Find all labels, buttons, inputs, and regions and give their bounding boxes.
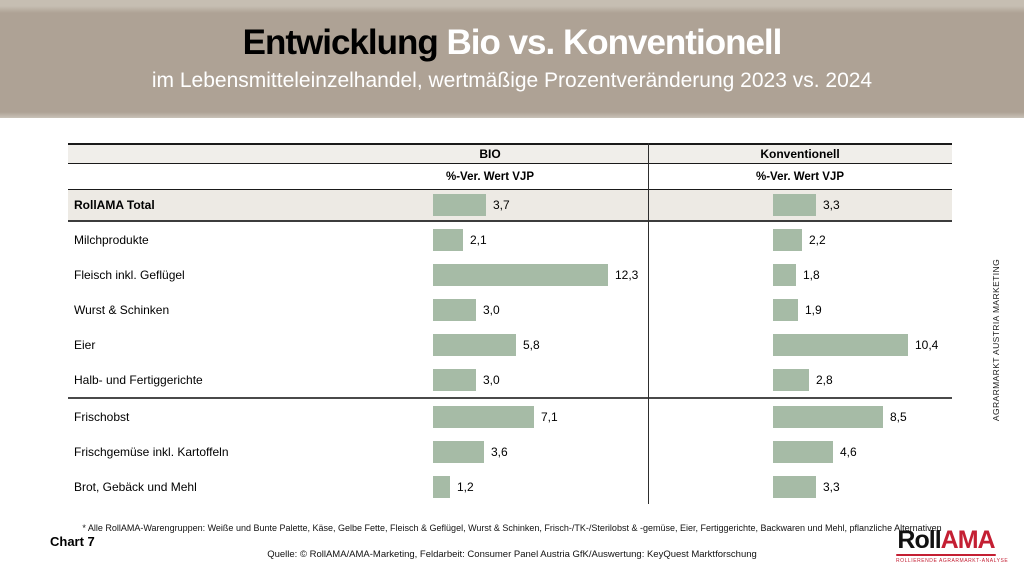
bio-bar — [433, 368, 476, 391]
bio-value: 7,1 — [541, 409, 558, 424]
konventionell-bar — [773, 228, 802, 251]
rollama-logo-text: RollAMA — [896, 528, 996, 553]
source-line: Quelle: © RollAMA/AMA-Marketing, Feldarb… — [267, 548, 757, 560]
chart-number-label: Chart 7 — [50, 534, 95, 549]
table-row: Wurst & Schinken 3,0 1,9 — [68, 292, 952, 327]
konventionell-value: 1,8 — [803, 267, 820, 282]
bio-value: 3,0 — [483, 302, 500, 317]
subheader-konventionell: %-Ver. Wert VJP — [756, 170, 844, 183]
table-row: Frischgemüse inkl. Kartoffeln 3,6 4,6 — [68, 434, 952, 469]
subheader-band: %-Ver. Wert VJP %-Ver. Wert VJP — [68, 164, 952, 190]
logo-roll-part: Roll — [897, 526, 941, 554]
konventionell-value: 2,8 — [816, 372, 833, 387]
konventionell-value: 3,3 — [823, 479, 840, 494]
konventionell-value: 1,9 — [805, 302, 822, 317]
table-row: Halb- und Fertiggerichte 3,0 2,8 — [68, 362, 952, 399]
table-row: Eier 5,8 10,4 — [68, 327, 952, 362]
bio-bar — [433, 194, 486, 216]
konventionell-bar — [773, 405, 883, 428]
row-label: Wurst & Schinken — [74, 302, 170, 317]
bio-bar — [433, 405, 534, 428]
column-header-band: BIO Konventionell — [68, 143, 952, 164]
logo-ama-part: AMA — [940, 526, 996, 554]
bio-value: 3,6 — [491, 444, 508, 459]
bio-bar — [433, 333, 516, 356]
konventionell-bar — [773, 440, 833, 463]
konventionell-value: 3,3 — [823, 198, 840, 212]
column-header-konventionell: Konventionell — [760, 147, 840, 161]
page-title-black-part: Entwicklung — [242, 23, 447, 62]
row-label: Halb- und Fertiggerichte — [74, 372, 203, 387]
footnote: * Alle RollAMA-Warengruppen: Weiße und B… — [82, 523, 942, 533]
konventionell-bar — [773, 333, 908, 356]
konventionell-bar — [773, 298, 798, 321]
row-label: Frischobst — [74, 409, 130, 424]
row-label: Brot, Gebäck und Mehl — [74, 479, 197, 494]
column-header-bio: BIO — [479, 147, 501, 161]
side-vertical-text: AGRARMARKT AUSTRIA MARKETING — [991, 258, 1001, 422]
page-title-white-part: Bio vs. Konventionell — [446, 23, 782, 62]
logo-underline — [896, 554, 996, 556]
konventionell-bar — [773, 475, 816, 498]
konventionell-bar — [773, 194, 816, 216]
table-row: Brot, Gebäck und Mehl 1,2 3,3 — [68, 469, 952, 504]
subheader-bio: %-Ver. Wert VJP — [446, 170, 534, 183]
bio-value: 3,7 — [493, 198, 510, 212]
row-label: Fleisch inkl. Geflügel — [74, 267, 185, 282]
bio-bar — [433, 228, 463, 251]
rollama-logo: RollAMA ROLLIERENDE AGRARMARKT-ANALYSE — [896, 528, 1009, 564]
bio-vs-konventionell-table: BIO Konventionell %-Ver. Wert VJP %-Ver.… — [68, 143, 952, 504]
bio-bar — [433, 475, 450, 498]
bio-value: 1,2 — [457, 479, 474, 494]
column-divider — [648, 143, 649, 504]
konventionell-value: 2,2 — [809, 232, 826, 247]
bio-bar — [433, 440, 484, 463]
table-row: RollAMA Total 3,7 3,3 — [68, 190, 952, 222]
table-row: Milchprodukte 2,1 2,2 — [68, 222, 952, 257]
konventionell-value: 4,6 — [840, 444, 857, 459]
konventionell-value: 10,4 — [915, 337, 939, 352]
bio-bar — [433, 298, 476, 321]
page-title: Entwicklung Bio vs. Konventionell — [0, 23, 1024, 63]
table-row: Fleisch inkl. Geflügel 12,3 1,8 — [68, 257, 952, 292]
title-banner: Entwicklung Bio vs. Konventionell im Leb… — [0, 0, 1024, 118]
row-label: Frischgemüse inkl. Kartoffeln — [74, 444, 229, 459]
bio-value: 2,1 — [470, 232, 487, 247]
bio-bar — [433, 263, 608, 286]
bio-value: 3,0 — [483, 372, 500, 387]
table-row: Frischobst 7,1 8,5 — [68, 399, 952, 434]
table-rows: RollAMA Total 3,7 3,3 Milchprodukte 2,1 2,2 Fl… — [68, 190, 952, 504]
page-subtitle: im Lebensmitteleinzelhandel, wertmäßige … — [151, 68, 873, 92]
bio-value: 5,8 — [523, 337, 540, 352]
row-label: Milchprodukte — [74, 232, 149, 247]
row-label: Eier — [74, 337, 96, 352]
konventionell-bar — [773, 263, 796, 286]
konventionell-bar — [773, 368, 809, 391]
row-label: RollAMA Total — [74, 198, 155, 212]
konventionell-value: 8,5 — [890, 409, 907, 424]
bio-value: 12,3 — [615, 267, 639, 282]
logo-tagline: ROLLIERENDE AGRARMARKT-ANALYSE — [896, 558, 1009, 564]
